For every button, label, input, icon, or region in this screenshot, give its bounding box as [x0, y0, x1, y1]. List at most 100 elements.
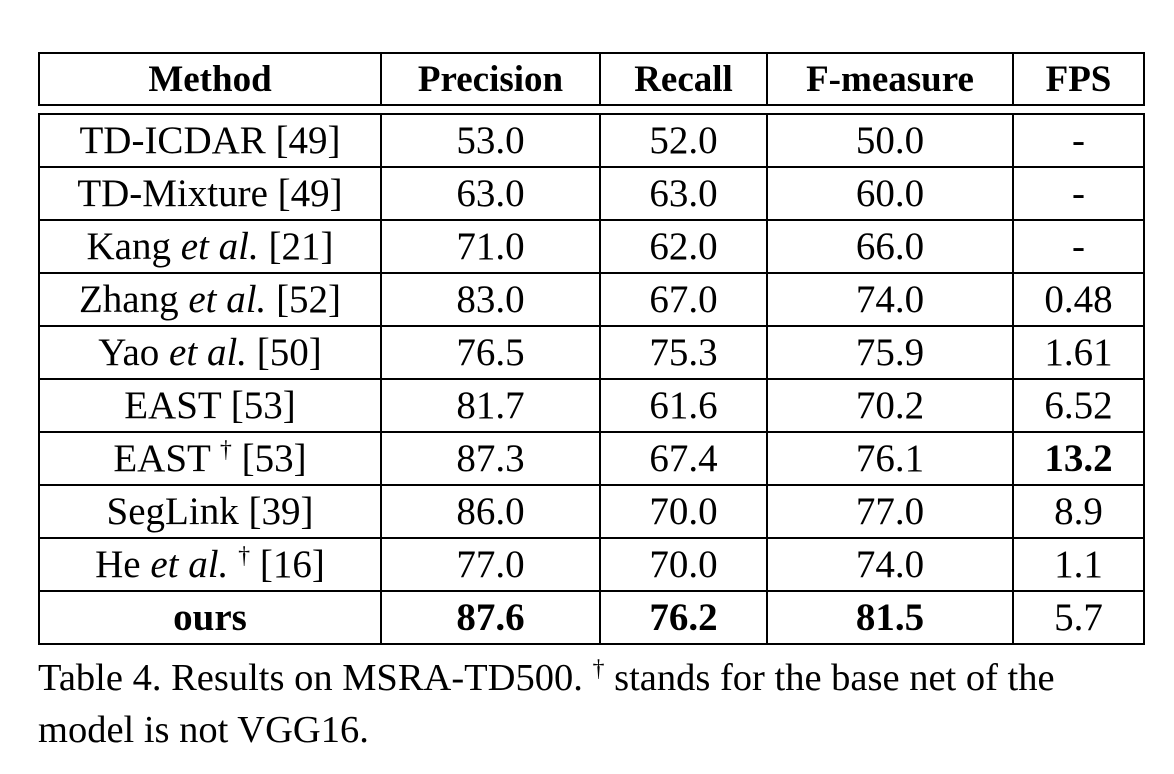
text: et al. [150, 543, 229, 586]
value-cell: 5.7 [1012, 590, 1145, 645]
value-cell: 8.9 [1012, 484, 1145, 539]
text: 53.0 [456, 119, 525, 162]
method-cell: TD-ICDAR [49] [38, 113, 382, 168]
table-row: TD-ICDAR [49] 53.0 52.0 50.0 - [38, 113, 1145, 168]
value-cell: 75.9 [766, 325, 1014, 380]
text: [16] [250, 543, 325, 586]
value-cell: 74.0 [766, 537, 1014, 592]
table-row: Yao et al. [50] 76.5 75.3 75.9 1.61 [38, 325, 1145, 380]
value-cell: 70.0 [599, 537, 768, 592]
value-cell: - [1012, 166, 1145, 221]
column-header: F-measure [766, 52, 1014, 106]
text: 63.0 [649, 172, 718, 215]
text: 63.0 [456, 172, 525, 215]
text: 83.0 [456, 278, 525, 321]
text: 60.0 [855, 172, 925, 215]
text: Zhang [78, 278, 189, 321]
text: 5.7 [1054, 596, 1103, 639]
superscript: † [592, 656, 605, 682]
value-cell: 6.52 [1012, 378, 1145, 433]
value-cell: 70.2 [766, 378, 1014, 433]
table-row: TD-Mixture [49] 63.0 63.0 60.0 - [38, 166, 1145, 221]
value-cell: 87.6 [380, 590, 601, 645]
value-cell: 81.5 [766, 590, 1014, 645]
text: 75.9 [855, 331, 925, 374]
value-cell: 70.0 [599, 484, 768, 539]
value-cell: 1.61 [1012, 325, 1145, 380]
value-cell: 75.3 [599, 325, 768, 380]
text: 86.0 [456, 490, 525, 533]
value-cell: - [1012, 219, 1145, 274]
table-body: TD-ICDAR [49] 53.0 52.0 50.0- TD-Mixture [49… [38, 113, 1145, 645]
value-cell: 86.0 [380, 484, 601, 539]
text: Kang [86, 225, 181, 268]
text: et al. [180, 225, 259, 268]
text: ours [173, 596, 247, 639]
value-cell: 76.1 [766, 431, 1014, 486]
text: 8.9 [1054, 490, 1103, 533]
method-cell: EAST [53] [38, 378, 382, 433]
text: 66.0 [855, 225, 925, 268]
text: 74.0 [855, 278, 925, 321]
text: Table 4. Results on MSRA-TD500. [38, 657, 593, 699]
table-row: Zhang et al. [52] 83.0 67.0 74.0 0.48 [38, 272, 1145, 327]
method-cell: EAST † [53] [38, 431, 382, 486]
text [228, 543, 238, 586]
text: 81.7 [456, 384, 525, 427]
text: 70.0 [649, 490, 718, 533]
text: [52] [266, 278, 342, 321]
method-cell: Yao et al. [50] [38, 325, 382, 380]
text: 81.5 [855, 596, 925, 639]
value-cell: 61.6 [599, 378, 768, 433]
column-header: Recall [599, 52, 768, 106]
text: 52.0 [649, 119, 718, 162]
value-cell: 67.0 [599, 272, 768, 327]
text: 67.0 [649, 278, 718, 321]
text: [50] [247, 331, 322, 374]
text: 1.1 [1054, 543, 1103, 586]
text: - [1072, 119, 1085, 162]
value-cell: 1.1 [1012, 537, 1145, 592]
text: 67.4 [649, 437, 718, 480]
text: Yao [98, 331, 170, 374]
text: - [1072, 225, 1085, 268]
value-cell: 50.0 [766, 113, 1014, 168]
value-cell: 60.0 [766, 166, 1014, 221]
text: 62.0 [649, 225, 718, 268]
table-row: He et al. † [16] 77.0 70.0 74.0 1.1 [38, 537, 1145, 592]
text: et al. [169, 331, 248, 374]
table-header: Method Precision Recall F-measure FPS [38, 52, 1145, 106]
text: [53] [231, 437, 307, 480]
text: 87.3 [456, 437, 525, 480]
value-cell: 71.0 [380, 219, 601, 274]
value-cell: 76.5 [380, 325, 601, 380]
text: 70.2 [855, 384, 925, 427]
text: 77.0 [456, 543, 525, 586]
text: 13.2 [1044, 437, 1113, 480]
method-cell: ours [38, 590, 382, 645]
method-cell: TD-Mixture [49] [38, 166, 382, 221]
text: et al. [188, 278, 267, 321]
text: 77.0 [855, 490, 925, 533]
text: TD-Mixture [49] [77, 172, 343, 215]
text: EAST [113, 437, 220, 480]
text: SegLink [39] [106, 490, 314, 533]
text: 6.52 [1044, 384, 1113, 427]
text: 61.6 [649, 384, 718, 427]
method-cell: Zhang et al. [52] [38, 272, 382, 327]
value-cell: 77.0 [766, 484, 1014, 539]
value-cell: 53.0 [380, 113, 601, 168]
column-header: Method [38, 52, 382, 106]
value-cell: 67.4 [599, 431, 768, 486]
text: 1.61 [1044, 331, 1113, 374]
text: 0.48 [1044, 278, 1113, 321]
method-cell: He et al. † [16] [38, 537, 382, 592]
column-header: Precision [380, 52, 601, 106]
value-cell: 13.2 [1012, 431, 1145, 486]
table-row: ours 87.6 76.2 81.5 5.7 [38, 590, 1145, 645]
text: 76.2 [649, 596, 718, 639]
text: 76.1 [855, 437, 925, 480]
text: [21] [258, 225, 334, 268]
table-row: SegLink [39] 86.0 70.0 77.0 8.9 [38, 484, 1145, 539]
